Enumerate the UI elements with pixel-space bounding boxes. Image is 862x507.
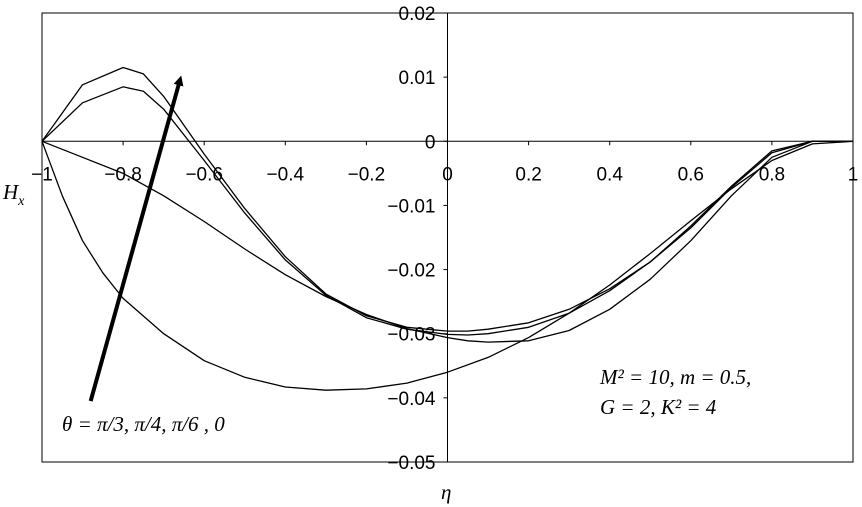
- x-tick-label: −0.8: [104, 164, 142, 185]
- series-line-3: [41, 140, 853, 343]
- x-tick-label: 0.4: [596, 164, 623, 185]
- x-tick-label: 0: [442, 164, 453, 185]
- y-tick-label: −0.01: [387, 196, 435, 217]
- y-tick-label: 0.02: [399, 4, 436, 25]
- theta-annotation: θ = π/3, π/4, π/6 , 0: [62, 412, 225, 436]
- x-tick-label: −0.2: [348, 164, 386, 185]
- x-tick-label: −0.6: [185, 164, 223, 185]
- series-line-1: [41, 66, 853, 332]
- params-annotation-1: M² = 10, m = 0.5,: [599, 365, 751, 389]
- y-tick-label: −0.02: [387, 261, 435, 282]
- x-tick-label: 1: [848, 164, 859, 185]
- series-line-4: [41, 140, 854, 391]
- y-tick-label: −0.05: [387, 453, 435, 474]
- x-tick-label: 0.8: [759, 164, 785, 185]
- y-tick-label: −0.04: [387, 389, 436, 410]
- y-tick-labels: 0.02 0.01 0 −0.01 −0.02 −0.03 −0.04 −0.05: [387, 4, 436, 474]
- y-tick-label: 0.01: [399, 68, 436, 89]
- x-tick-label: 0.2: [515, 164, 541, 185]
- series-line-2: [41, 86, 853, 336]
- x-tick-label: −1: [31, 164, 53, 185]
- theta-arrow: [88, 75, 184, 402]
- series-lines: [41, 66, 854, 391]
- x-tick-label: 0.6: [678, 164, 704, 185]
- y-tick-label: 0: [425, 132, 436, 153]
- y-tick-label: −0.03: [387, 325, 435, 346]
- axes: [41, 12, 854, 463]
- x-tick-label: −0.4: [267, 164, 305, 185]
- params-annotation-2: G = 2, K² = 4: [600, 395, 717, 419]
- y-axis-label: Hx: [2, 180, 25, 209]
- x-axis-label: η: [441, 480, 451, 504]
